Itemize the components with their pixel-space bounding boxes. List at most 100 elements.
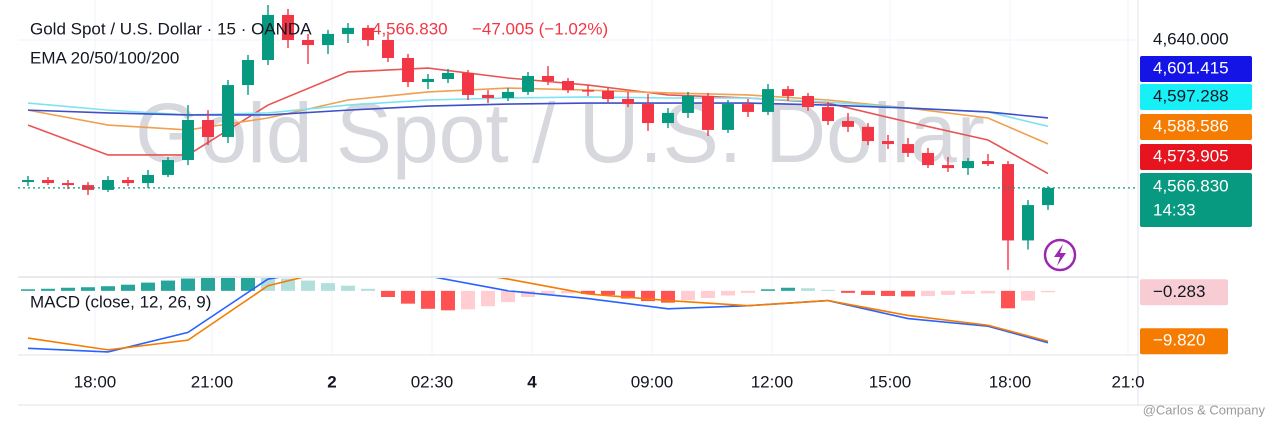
macd-pane — [21, 278, 1055, 353]
histogram-bar — [841, 290, 855, 293]
x-tick-label: 2 — [327, 372, 336, 391]
candle-body — [742, 104, 754, 112]
histogram-bar — [441, 290, 455, 311]
histogram-bar — [181, 278, 195, 291]
candle-body — [642, 104, 654, 124]
histogram-bar — [461, 290, 475, 310]
histogram-bar — [681, 290, 695, 301]
candle-body — [942, 165, 954, 169]
histogram-bar — [741, 290, 755, 293]
histogram-bar — [1041, 290, 1055, 293]
candle-body — [882, 141, 894, 145]
candle-body — [242, 60, 254, 86]
last-price: 4,566.830 — [372, 19, 448, 38]
histogram-bar — [961, 290, 975, 294]
candle-body — [282, 14, 294, 41]
histogram-bar — [101, 286, 115, 291]
histogram-bar — [481, 290, 495, 307]
price-badge-label: 4,601.415 — [1153, 58, 1229, 77]
histogram-bar — [861, 290, 875, 295]
histogram-bar — [1001, 290, 1015, 309]
histogram-bar — [501, 290, 515, 303]
candle-body — [42, 180, 54, 184]
histogram-bar — [221, 278, 235, 291]
x-tick-label: 18:00 — [989, 372, 1032, 391]
candle-body — [682, 95, 694, 113]
histogram-bar — [661, 290, 675, 303]
price-badge-label: 4,597.288 — [1153, 86, 1229, 105]
candle-body — [1002, 164, 1014, 241]
histogram-bar — [621, 290, 635, 299]
histogram-bar — [821, 289, 835, 291]
candle-body — [762, 89, 774, 112]
candle-body — [1042, 187, 1054, 206]
candle-body — [502, 91, 514, 98]
histogram-bar — [241, 278, 255, 291]
candle-body — [622, 99, 634, 105]
indicator-line — [27, 102, 1049, 119]
histogram-bar — [1021, 290, 1035, 301]
candle-body — [782, 89, 794, 96]
x-tick-label: 4 — [527, 372, 537, 391]
candle-body — [462, 72, 474, 95]
price-badge-label: −9.820 — [1153, 331, 1205, 350]
histogram-bar — [721, 290, 735, 296]
price-badge — [1140, 144, 1252, 170]
price-badge-label: 4,588.586 — [1153, 116, 1229, 135]
histogram-bar — [921, 290, 935, 296]
indicator-line — [27, 278, 1049, 351]
x-tick-label: 18:00 — [74, 372, 117, 391]
axes: 18:00 21:00 2 02:30 4 09:00 12:00 15:00 18:00 21:… — [74, 29, 1252, 391]
histogram-bar — [561, 290, 575, 294]
candle-body — [842, 121, 854, 127]
histogram-bar — [201, 278, 215, 291]
candle-body — [722, 104, 734, 130]
price-badge — [1140, 56, 1252, 82]
histogram-bar — [881, 290, 895, 296]
histogram-bar — [121, 284, 135, 291]
price-badge — [1140, 114, 1252, 140]
x-tick-label: 15:00 — [869, 372, 912, 391]
x-tick-label: 12:00 — [751, 372, 794, 391]
price-badge — [1140, 84, 1252, 110]
histogram-bar — [141, 282, 155, 291]
candle-body — [402, 57, 414, 83]
histogram-bar — [641, 290, 655, 302]
price-pane — [18, 5, 1138, 270]
histogram-bar — [781, 287, 795, 291]
candle-body — [802, 95, 814, 108]
price-change: −47.005 (−1.02%) — [472, 19, 608, 38]
histogram-bar — [801, 288, 815, 291]
macd-legend: MACD (close, 12, 26, 9) — [30, 292, 211, 311]
credit: @Carlos & Company — [1143, 402, 1266, 417]
indicator-legend: EMA 20/50/100/200 — [30, 48, 179, 67]
candle-body — [342, 27, 354, 34]
x-tick-label: 21:00 — [191, 372, 234, 391]
candle-body — [902, 144, 914, 153]
histogram-bar — [61, 287, 75, 291]
current-price-badge — [1140, 173, 1252, 227]
candle-body — [522, 75, 534, 92]
candle-body — [562, 81, 574, 91]
countdown: 14:33 — [1153, 200, 1196, 219]
candle-body — [1022, 205, 1034, 241]
histogram-bar — [41, 288, 55, 291]
histogram-bar — [321, 283, 335, 291]
candle-body — [822, 107, 834, 122]
candle-body — [982, 161, 994, 165]
candle-body — [202, 120, 214, 137]
candle-body — [922, 152, 934, 166]
histogram-bar — [981, 290, 995, 294]
candle-body — [162, 160, 174, 175]
alert-icon[interactable] — [1043, 238, 1077, 272]
price-badge-label: 4,573.905 — [1153, 146, 1229, 165]
candle-body — [442, 72, 454, 79]
histogram-bar — [941, 290, 955, 295]
current-price-label: 4,566.830 — [1153, 176, 1229, 195]
histogram-bar — [541, 290, 555, 294]
histogram-bar — [21, 289, 35, 291]
histogram-bar — [701, 290, 715, 299]
candle-body — [302, 40, 314, 46]
price-badge — [1140, 279, 1228, 306]
